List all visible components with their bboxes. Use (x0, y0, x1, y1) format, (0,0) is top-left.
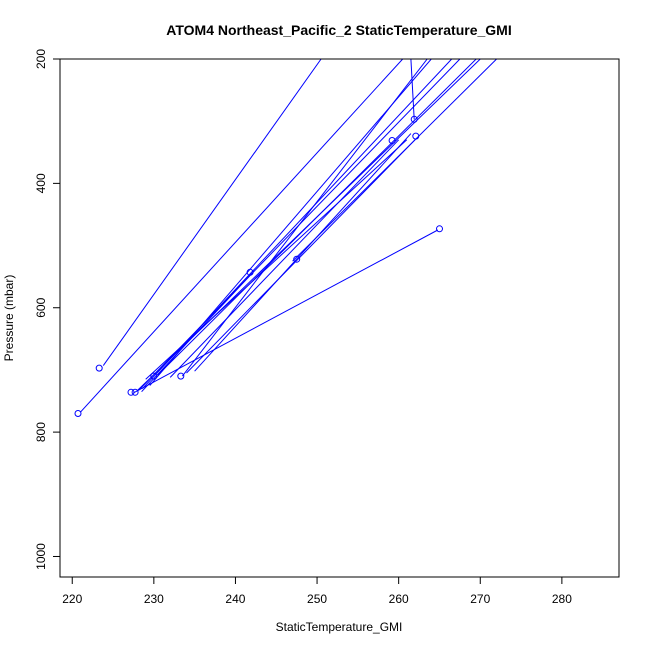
series-line-segment (410, 59, 415, 120)
series-line-segment (141, 273, 253, 393)
series-line-segment (186, 139, 416, 374)
data-point (293, 255, 301, 263)
x-tick-label: 270 (470, 592, 490, 606)
y-tick-label: 200 (34, 49, 48, 69)
series-line-segment (133, 229, 439, 394)
data-point (436, 225, 443, 233)
data-point (74, 410, 82, 417)
data-point (131, 388, 139, 396)
y-tick-label: 400 (34, 173, 48, 193)
y-axis-label: Pressure (mbar) (2, 275, 16, 362)
chart-title: ATOM4 Northeast_Pacific_2 StaticTemperat… (166, 22, 511, 38)
series-line-segment (194, 133, 412, 372)
series-line-segment (149, 59, 432, 386)
plot-area (74, 59, 497, 417)
data-point (246, 268, 254, 276)
x-tick-label: 240 (225, 592, 245, 606)
y-tick-label: 1000 (34, 543, 48, 570)
data-point (410, 115, 418, 123)
series-line-segment (292, 59, 497, 262)
series-line-segment (102, 59, 322, 366)
series-line-segment (169, 139, 400, 378)
x-tick-label: 230 (144, 592, 164, 606)
axes: 220 230 240 250 260 270 280 200 400 600 800 1000 (34, 49, 620, 606)
y-tick-label: 800 (34, 422, 48, 442)
series-line-segment (182, 59, 428, 377)
data-point (388, 137, 396, 144)
data-point (95, 364, 103, 372)
data-point (150, 372, 158, 380)
series-line-segment (80, 59, 404, 413)
x-tick-label: 220 (62, 592, 82, 606)
data-point (412, 132, 420, 140)
y-tick-label: 600 (34, 297, 48, 317)
data-point (127, 388, 135, 396)
x-axis-label: StaticTemperature_GMI (276, 620, 403, 634)
x-tick-label: 250 (307, 592, 327, 606)
data-point (177, 372, 185, 380)
x-tick-label: 280 (552, 592, 572, 606)
x-tick-label: 260 (389, 592, 409, 606)
